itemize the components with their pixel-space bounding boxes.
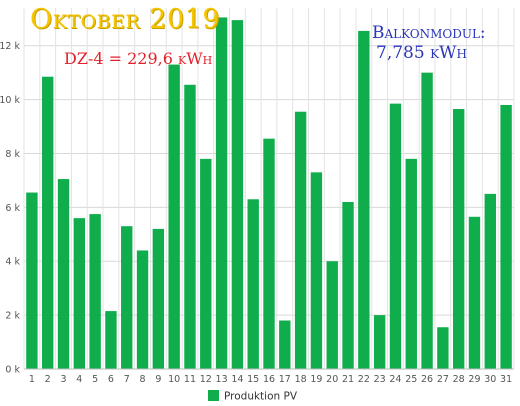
bars-layer [26,17,512,370]
chart-annotation-balkon-label: Balkonmodul: [372,23,486,43]
bar[interactable] [247,199,259,369]
x-tick-label: 6 [108,374,114,385]
bar[interactable] [373,315,386,369]
y-tick-label: 10 k [0,95,20,106]
x-tick-label: 7 [124,374,130,385]
bar[interactable] [200,158,212,369]
bar[interactable] [152,228,165,369]
x-tick-label: 15 [247,374,259,385]
x-tick-label: 13 [216,374,228,385]
x-tick-label: 20 [326,374,338,385]
y-tick-label: 2 k [5,311,20,322]
chart-annotation-total: DZ-4 = 229,6 kWh [64,49,213,68]
bar[interactable] [468,216,481,369]
bar[interactable] [452,109,465,369]
x-tick-label: 8 [140,374,146,385]
x-tick-label: 21 [342,374,354,385]
bar[interactable] [168,64,180,370]
bar[interactable] [263,138,275,369]
x-tick-label: 30 [484,374,496,385]
chart-annotation-balkon-value: 7,785 kWh [376,43,467,63]
y-tick-label: 6 k [5,203,20,214]
x-tick-label: 25 [405,374,417,385]
bar[interactable] [73,218,86,369]
bar[interactable] [121,226,133,369]
x-tick-label: 28 [453,374,465,385]
legend[interactable]: Produktion PV [208,390,298,403]
bar[interactable] [358,30,370,369]
chart-annotation-title: Oktober 2019 [30,4,221,35]
bar[interactable] [231,20,244,369]
bar[interactable] [279,320,291,369]
bar[interactable] [294,111,307,369]
x-tick-label: 18 [295,374,307,385]
y-tick-label: 0 k [5,365,20,376]
x-tick-label: 14 [231,374,243,385]
bar[interactable] [405,158,417,369]
x-tick-label: 23 [374,374,386,385]
y-tick-label: 12 k [0,41,20,52]
bar[interactable] [389,103,402,369]
bar[interactable] [89,214,101,369]
axis-layer: 0 k2 k4 k6 k8 k10 k12 k1 2 3 4 5 6 7 8 9 10 11 12 13… [0,41,514,385]
bar[interactable] [500,104,512,369]
x-tick-label: 26 [421,374,433,385]
bar[interactable] [105,311,117,369]
y-tick-label: 4 k [5,257,20,268]
y-tick-label: 8 k [5,149,20,160]
bar[interactable] [326,261,338,369]
bar[interactable] [57,179,70,369]
bar[interactable] [342,201,354,369]
bar[interactable] [484,193,496,369]
x-tick-label: 27 [437,374,449,385]
bar[interactable] [42,76,54,370]
x-tick-label: 2 [45,374,51,385]
legend-swatch [208,390,219,401]
x-tick-label: 11 [184,374,196,385]
bar[interactable] [184,84,196,370]
grid-layer [23,8,515,370]
x-tick-label: 16 [263,374,275,385]
x-tick-label: 31 [500,374,512,385]
bar[interactable] [437,327,449,369]
x-tick-label: 12 [200,374,212,385]
x-tick-label: 19 [310,374,322,385]
x-tick-label: 29 [468,374,480,385]
x-tick-label: 24 [389,374,401,385]
bar[interactable] [215,17,228,369]
x-tick-label: 17 [279,374,291,385]
x-tick-label: 4 [76,374,82,385]
x-tick-label: 22 [358,374,370,385]
x-tick-label: 5 [92,374,98,385]
x-tick-label: 10 [168,374,180,385]
bar[interactable] [26,192,38,369]
x-tick-label: 1 [29,374,35,385]
bar[interactable] [136,250,149,369]
legend-label: Produktion PV [224,391,298,403]
bar[interactable] [421,72,433,370]
bar[interactable] [310,172,323,369]
x-tick-label: 3 [60,374,66,385]
x-tick-label: 9 [155,374,161,385]
